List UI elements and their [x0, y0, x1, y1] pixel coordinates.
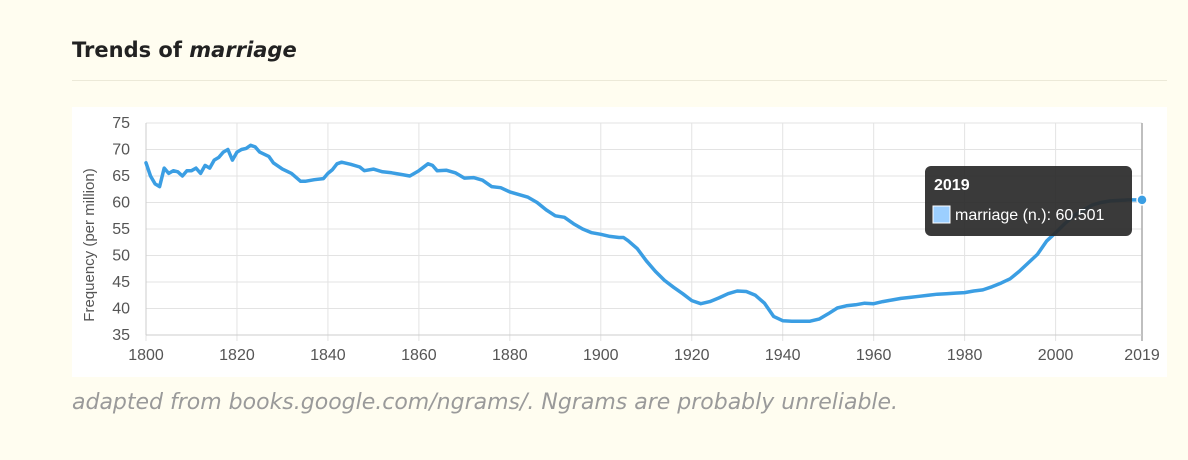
- x-axis: 1800 1820 1840 1860 1880 1900 1920 1940 1960 1980…: [128, 347, 1160, 364]
- tooltip: 2019 marriage (n.): 60.501: [925, 166, 1132, 236]
- heading-prefix: Trends of: [72, 38, 190, 62]
- hover-point[interactable]: [1136, 194, 1148, 206]
- x-tick-label: 1800: [128, 347, 164, 364]
- x-tick-label: 1820: [219, 347, 255, 364]
- x-tick-label: 1900: [583, 347, 619, 364]
- x-tick-label: 2019: [1124, 347, 1160, 364]
- y-tick-label: 40: [112, 301, 130, 318]
- heading-term: marriage: [189, 38, 297, 62]
- tooltip-swatch: [932, 205, 951, 224]
- y-tick-label: 75: [112, 115, 130, 132]
- y-tick-label: 50: [112, 248, 130, 265]
- y-tick-label: 45: [112, 274, 130, 291]
- grid: [145, 122, 1143, 341]
- heading-divider: [72, 80, 1167, 81]
- y-tick-label: 60: [112, 195, 130, 212]
- y-tick-label: 35: [112, 327, 130, 344]
- series-line-marriage: [144, 143, 1144, 323]
- y-tick-label: 70: [112, 142, 130, 159]
- chart-heading: Trends of marriage: [72, 38, 297, 62]
- x-tick-label: 1980: [947, 347, 983, 364]
- tooltip-value: marriage (n.): 60.501: [955, 207, 1105, 224]
- x-tick-label: 1860: [401, 347, 437, 364]
- y-axis-label: Frequency (per million): [81, 168, 98, 321]
- y-axis: 35 40 45 50 55 60 65 70 75: [112, 115, 130, 344]
- x-tick-label: 1920: [674, 347, 710, 364]
- y-tick-label: 65: [112, 168, 130, 185]
- x-tick-label: 1940: [765, 347, 801, 364]
- source-caption: adapted from books.google.com/ngrams/. N…: [72, 390, 899, 415]
- tooltip-year: 2019: [934, 177, 970, 194]
- x-tick-label: 1840: [310, 347, 346, 364]
- x-tick-label: 1960: [856, 347, 892, 364]
- x-tick-label: 1880: [492, 347, 528, 364]
- tooltip-box: [925, 166, 1132, 236]
- y-tick-label: 55: [112, 221, 130, 238]
- x-tick-label: 2000: [1038, 347, 1074, 364]
- ngram-chart[interactable]: 35 40 45 50 55 60 65 70 75 1800 1820 1840 1860 1880 1…: [72, 107, 1167, 377]
